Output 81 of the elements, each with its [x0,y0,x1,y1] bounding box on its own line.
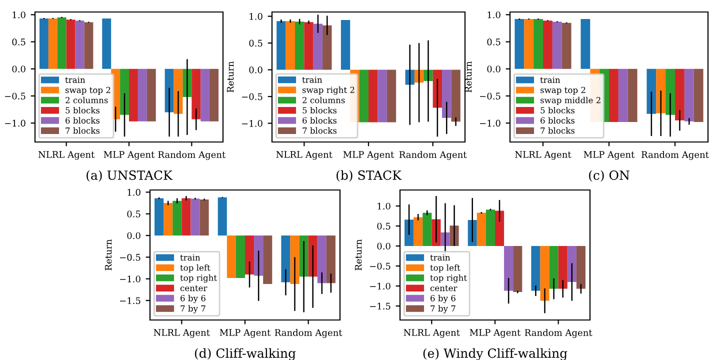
legend-label: top right [430,274,467,283]
y-axis-title: Return [227,61,234,92]
legend-label: top right [180,274,217,283]
legend-label: train [540,76,560,83]
x-tick-label: MLP Agent [104,151,155,160]
x-tick-label: NLRL Agent [276,151,332,160]
y-tick-label: 0.0 [249,66,262,74]
legend-label: train [430,254,450,261]
text: (c) ON [589,170,630,182]
x-tick-label: MLP Agent [584,151,635,160]
legend-label: 2 columns [66,96,108,104]
y-tick-label: 1.0 [250,13,262,20]
legend-label: swap middle 2 [540,96,600,105]
legend-label: 7 blocks [66,127,100,134]
x-tick-label: Random Agent [642,151,709,160]
x-tick-label: MLP Agent [343,151,394,160]
legend-label: swap top 2 [540,86,586,95]
y-tick-label: 1.0 [378,202,390,210]
legend-label: train [302,76,322,83]
legend-label: 5 blocks [302,106,337,114]
y-tick-label: −0.5 [242,93,262,100]
x-tick-label: NLRL Agent [515,151,572,160]
y-tick-label: 0.5 [12,38,26,46]
y-tick-label: −1.0 [370,282,390,290]
legend-label: 5 blocks [66,106,100,114]
y-tick-label: 0.5 [249,40,262,47]
legend-label: 6 blocks [302,117,337,124]
legend-label: 7 by 7 [180,305,206,314]
y-tick-label: −1.0 [242,120,262,127]
legend-label: center [180,285,208,292]
legend-label: train [65,76,86,83]
legend-label: 2 columns [302,96,345,104]
text: (a) UNSTACK [86,170,173,182]
y-tick-label: −1.0 [120,276,140,282]
legend-label: center [430,285,458,292]
y-tick-label: 0.0 [487,66,500,72]
y-tick-label: 0.5 [487,38,500,46]
y-tick-label: 1.0 [128,188,140,196]
y-tick-label: −0.5 [120,254,140,261]
y-tick-label: −1.5 [370,302,390,310]
y-tick-label: 0.0 [12,66,26,72]
y-tick-label: −0.5 [370,262,390,270]
legend-label: 6 blocks [540,117,575,124]
y-tick-label: −1.0 [480,120,500,127]
x-tick-label: MLP Agent [220,329,271,338]
legend-label: 6 by 6 [180,294,206,304]
x-tick-label: Random Agent [399,151,467,160]
y-tick-label: −1.5 [120,297,140,304]
x-tick-label: NLRL Agent [404,329,460,338]
x-tick-label: Random Agent [158,151,226,160]
y-tick-label: 1.0 [488,11,500,18]
x-tick-label: Random Agent [524,329,592,338]
x-tick-label: MLP Agent [470,329,521,338]
text: (b) STACK [336,170,402,182]
x-tick-label: Random Agent [274,329,342,338]
y-tick-label: 0.5 [127,210,140,218]
y-tick-label: 0.5 [377,222,390,230]
legend-label: 6 blocks [66,117,100,124]
legend-label: 7 blocks [540,127,575,134]
legend-label: train [180,254,200,261]
y-tick-label: 0.0 [377,242,390,250]
text: (e) Windy Cliff-walking [423,348,568,360]
y-axis-title: Return [355,239,362,270]
legend-label: 7 blocks [302,127,337,134]
y-tick-label: −1.0 [5,120,26,127]
y-tick-label: −0.5 [480,92,500,100]
text: (d) Cliff-walking [194,348,296,360]
y-axis-title: Return [105,239,112,270]
legend-label: swap top 2 [65,86,110,95]
legend-label: 6 by 6 [430,294,456,304]
legend-label: 7 by 7 [430,305,456,314]
y-tick-label: 1.0 [12,11,26,18]
x-tick-label: NLRL Agent [38,151,95,160]
legend-label: top left [180,264,210,272]
legend-label: 5 blocks [540,106,575,114]
y-tick-label: −0.5 [5,92,26,100]
y-axis-title: Return [465,61,472,92]
legend-label: swap right 2 [302,86,354,95]
x-tick-label: NLRL Agent [154,329,210,338]
legend-label: top left [430,264,460,272]
y-tick-label: 0.0 [127,232,140,240]
